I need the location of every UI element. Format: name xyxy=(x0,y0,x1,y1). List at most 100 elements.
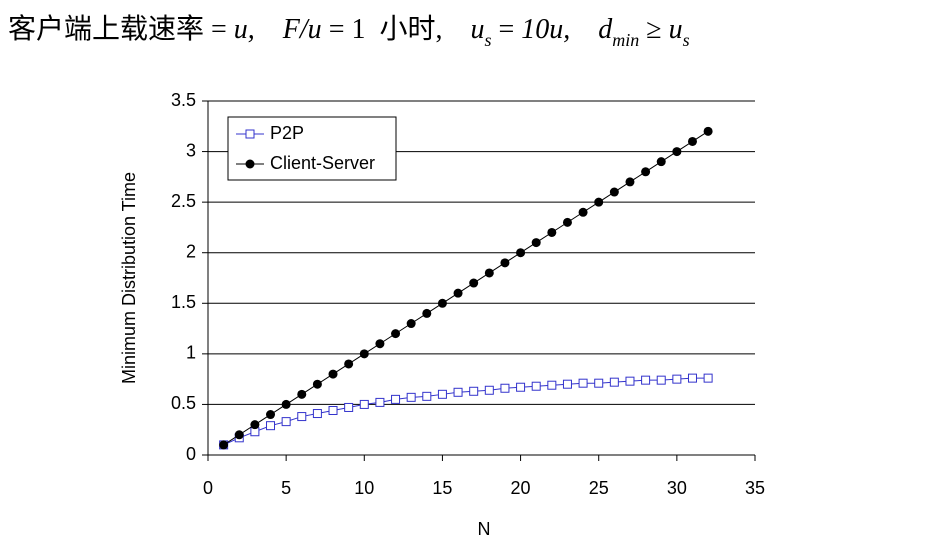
title-segment: s xyxy=(683,30,690,50)
point xyxy=(594,197,604,207)
point xyxy=(359,399,369,409)
y-tick-label: 1 xyxy=(186,343,196,363)
point xyxy=(453,387,463,397)
title-segment: u, xyxy=(234,14,255,45)
point xyxy=(344,402,354,412)
title-segment: u xyxy=(669,14,683,45)
y-tick-label: 0.5 xyxy=(171,393,196,413)
point xyxy=(375,339,385,349)
point xyxy=(656,375,666,385)
x-tick-label: 20 xyxy=(511,478,531,498)
x-tick-label: 30 xyxy=(667,478,687,498)
point xyxy=(297,389,307,399)
point xyxy=(391,394,401,404)
point xyxy=(687,136,697,146)
point xyxy=(656,157,666,167)
point xyxy=(359,349,369,359)
point xyxy=(406,319,416,329)
point xyxy=(312,379,322,389)
point xyxy=(406,392,416,402)
point xyxy=(219,440,229,450)
title-segment: s xyxy=(484,30,491,50)
title-segment: 客户端上载速率 = xyxy=(8,13,234,45)
point xyxy=(437,389,447,399)
point xyxy=(531,238,541,248)
point xyxy=(703,373,713,383)
legend-label: P2P xyxy=(270,123,304,143)
point xyxy=(672,147,682,157)
point xyxy=(375,397,385,407)
y-tick-label: 2.5 xyxy=(171,191,196,211)
point xyxy=(484,385,494,395)
point xyxy=(516,382,526,392)
point xyxy=(234,430,244,440)
x-tick-label: 35 xyxy=(745,478,765,498)
legend-label: Client-Server xyxy=(270,153,375,173)
point xyxy=(469,386,479,396)
point xyxy=(281,399,291,409)
point xyxy=(266,410,276,420)
point xyxy=(578,378,588,388)
point xyxy=(281,417,291,427)
title-segment: = xyxy=(492,14,522,45)
y-tick-label: 3 xyxy=(186,140,196,160)
point xyxy=(422,308,432,318)
point xyxy=(516,248,526,258)
point xyxy=(500,258,510,268)
y-tick-label: 2 xyxy=(186,241,196,261)
x-tick-label: 10 xyxy=(354,478,374,498)
point xyxy=(625,177,635,187)
point xyxy=(703,126,713,136)
point xyxy=(500,383,510,393)
legend-marker xyxy=(245,129,255,139)
point xyxy=(531,381,541,391)
point xyxy=(484,268,494,278)
title-segment: min xyxy=(612,30,639,50)
y-tick-label: 3.5 xyxy=(171,90,196,110)
y-axis-label: Minimum Distribution Time xyxy=(119,172,139,384)
legend-box xyxy=(227,116,397,181)
point xyxy=(453,288,463,298)
point xyxy=(641,167,651,177)
y-tick-label: 0 xyxy=(186,444,196,464)
point xyxy=(312,409,322,419)
point xyxy=(672,374,682,384)
x-tick-label: 5 xyxy=(281,478,291,498)
point xyxy=(328,369,338,379)
point xyxy=(547,227,557,237)
point xyxy=(594,378,604,388)
point xyxy=(547,380,557,390)
chart-title: 客户端上载速率 = u, F/u = 1 小时, us = 10u, dmin … xyxy=(8,13,690,50)
point xyxy=(344,359,354,369)
x-tick-label: 25 xyxy=(589,478,609,498)
title-segment: = 1 小时, xyxy=(322,13,471,45)
legend-marker xyxy=(245,159,255,169)
point xyxy=(437,298,447,308)
point xyxy=(297,412,307,422)
title-segment: u xyxy=(470,14,484,45)
point xyxy=(422,391,432,401)
point xyxy=(469,278,479,288)
point xyxy=(625,376,635,386)
title-segment: d xyxy=(598,14,613,45)
point xyxy=(250,420,260,430)
point xyxy=(328,405,338,415)
point xyxy=(562,379,572,389)
x-axis-label: N xyxy=(478,519,491,539)
title-segment: 10u, xyxy=(521,14,598,45)
point xyxy=(562,217,572,227)
x-tick-label: 15 xyxy=(432,478,452,498)
y-tick-label: 1.5 xyxy=(171,292,196,312)
point xyxy=(641,375,651,385)
point xyxy=(609,377,619,387)
point xyxy=(266,421,276,431)
title-segment: ≥ xyxy=(639,14,668,45)
title-segment: F/u xyxy=(255,14,322,45)
point xyxy=(391,329,401,339)
point xyxy=(609,187,619,197)
point xyxy=(687,373,697,383)
x-tick-label: 0 xyxy=(203,478,213,498)
series-line xyxy=(223,377,709,446)
point xyxy=(578,207,588,217)
